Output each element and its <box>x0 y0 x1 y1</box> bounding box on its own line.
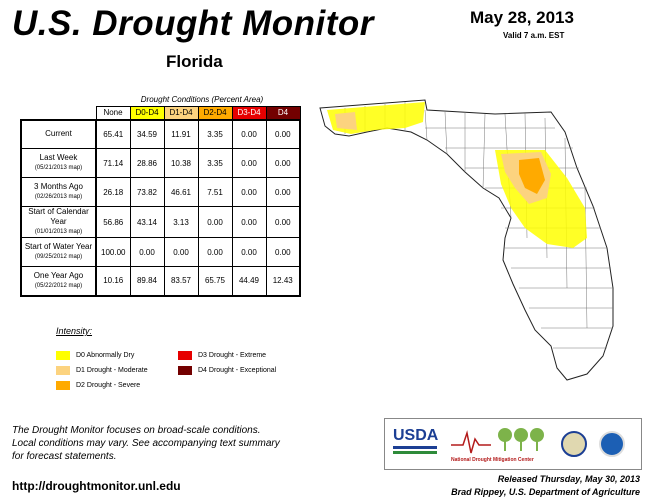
cell: 3.13 <box>163 206 199 238</box>
cell: 44.49 <box>231 266 267 297</box>
table-row: One Year Ago (05/22/2012 map) 10.16 89.84… <box>20 266 301 297</box>
legend-label: D2 Drought - Severe <box>76 382 141 389</box>
row-sublabel: (02/26/2013 map) <box>34 194 83 200</box>
d1-panhandle <box>335 112 357 130</box>
table-row: Start of Water Year (09/25/2012 map) 100.… <box>20 237 301 267</box>
cell: 7.51 <box>197 177 233 207</box>
cell: 0.00 <box>197 237 233 267</box>
cell: 0.00 <box>265 148 301 178</box>
cell: 65.75 <box>197 266 233 297</box>
valid-time: Valid 7 a.m. EST <box>503 31 565 40</box>
usda-logo: USDA <box>393 427 439 444</box>
legend-swatch <box>56 351 70 360</box>
cell: 10.16 <box>95 266 131 297</box>
partner-logos: USDA National Drought Mitigation Center <box>384 418 642 470</box>
col-d2-d4: D2-D4 <box>197 106 233 120</box>
cell: 28.86 <box>129 148 165 178</box>
cell: 0.00 <box>231 237 267 267</box>
cell: 0.00 <box>265 177 301 207</box>
legend-label: D0 Abnormally Dry <box>76 352 135 359</box>
cell: 0.00 <box>265 206 301 238</box>
legend-item-d3: D3 Drought - Extreme <box>178 351 266 360</box>
cell: 71.14 <box>95 148 131 178</box>
cell: 10.38 <box>163 148 199 178</box>
region-name: Florida <box>166 52 223 71</box>
row-sublabel: (05/21/2013 map) <box>34 165 83 171</box>
row-label: Current <box>45 129 72 139</box>
row-label: One Year Ago <box>33 270 84 280</box>
cell: 43.14 <box>129 206 165 238</box>
col-d3-d4: D3-D4 <box>231 106 267 120</box>
cell: 26.18 <box>95 177 131 207</box>
row-label: Start of Water Year <box>24 242 93 251</box>
doc-seal-icon <box>561 431 587 457</box>
col-d0-d4: D0-D4 <box>129 106 165 120</box>
legend-swatch <box>178 366 192 375</box>
legend-label: D3 Drought - Extreme <box>198 352 267 359</box>
release-date: Released Thursday, May 30, 2013 <box>497 474 640 484</box>
table-row: Start of Calendar Year (01/01/2013 map) 5… <box>20 206 301 238</box>
legend-swatch <box>56 366 70 375</box>
table-row: 3 Months Ago (02/26/2013 map) 26.18 73.82… <box>20 177 301 207</box>
cell: 12.43 <box>265 266 301 297</box>
cell: 56.86 <box>95 206 131 238</box>
col-d1-d4: D1-D4 <box>163 106 199 120</box>
row-sublabel: (01/01/2013 map) <box>34 229 83 235</box>
map-title: U.S. Drought Monitor <box>12 4 374 43</box>
table-caption: Drought Conditions (Percent Area) <box>140 95 264 104</box>
disclaimer-note: The Drought Monitor focuses on broad-sca… <box>12 425 280 462</box>
cell: 89.84 <box>129 266 165 297</box>
legend-swatch <box>56 381 70 390</box>
author: Brad Rippey, U.S. Department of Agricult… <box>451 487 640 497</box>
legend-item-d0: D0 Abnormally Dry <box>56 351 134 360</box>
cell: 11.91 <box>163 118 199 149</box>
cell: 73.82 <box>129 177 165 207</box>
legend-label: D1 Drought - Moderate <box>76 367 148 374</box>
cell: 100.00 <box>95 237 131 267</box>
ndmc-name: National Drought Mitigation Center <box>451 457 534 463</box>
website-link[interactable]: http://droughtmonitor.unl.edu <box>12 479 181 493</box>
cell: 0.00 <box>265 118 301 149</box>
table-row: Last Week (05/21/2013 map) 71.14 28.86 10… <box>20 148 301 178</box>
legend-title: Intensity: <box>56 326 93 336</box>
table-row: Current 65.41 34.59 11.91 3.35 0.00 0.00 <box>20 118 301 149</box>
map-date: May 28, 2013 <box>470 8 574 27</box>
row-label: Start of Calendar Year <box>28 207 89 226</box>
ndmc-logo <box>451 428 544 454</box>
legend-item-d4: D4 Drought - Exceptional <box>178 366 276 375</box>
cell: 46.61 <box>163 177 199 207</box>
cell: 0.00 <box>197 206 233 238</box>
florida-drought-map <box>319 99 614 381</box>
cell: 65.41 <box>95 118 131 149</box>
legend-label: D4 Drought - Exceptional <box>198 367 277 374</box>
cell: 83.57 <box>163 266 199 297</box>
noaa-seal-icon <box>599 431 625 457</box>
cell: 34.59 <box>129 118 165 149</box>
cell: 0.00 <box>163 237 199 267</box>
legend-item-d1: D1 Drought - Moderate <box>56 366 148 375</box>
row-sublabel: (05/22/2012 map) <box>34 282 83 289</box>
cell: 0.00 <box>231 148 267 178</box>
d2-central <box>519 158 545 194</box>
legend-item-d2: D2 Drought - Severe <box>56 381 140 390</box>
row-sublabel: (09/25/2012 map) <box>34 254 83 260</box>
col-d4: D4 <box>265 106 301 120</box>
row-label: Last Week <box>39 153 78 162</box>
cell: 0.00 <box>129 237 165 267</box>
legend-swatch <box>178 351 192 360</box>
drought-conditions-table: None D0-D4 D1-D4 D2-D4 D3-D4 D4 Current … <box>20 106 301 297</box>
row-label: 3 Months Ago <box>34 182 83 191</box>
cell: 0.00 <box>265 237 301 267</box>
cell: 0.00 <box>231 118 267 149</box>
cell: 0.00 <box>231 177 267 207</box>
cell: 3.35 <box>197 118 233 149</box>
cell: 0.00 <box>231 206 267 238</box>
col-none: None <box>95 106 131 120</box>
cell: 3.35 <box>197 148 233 178</box>
